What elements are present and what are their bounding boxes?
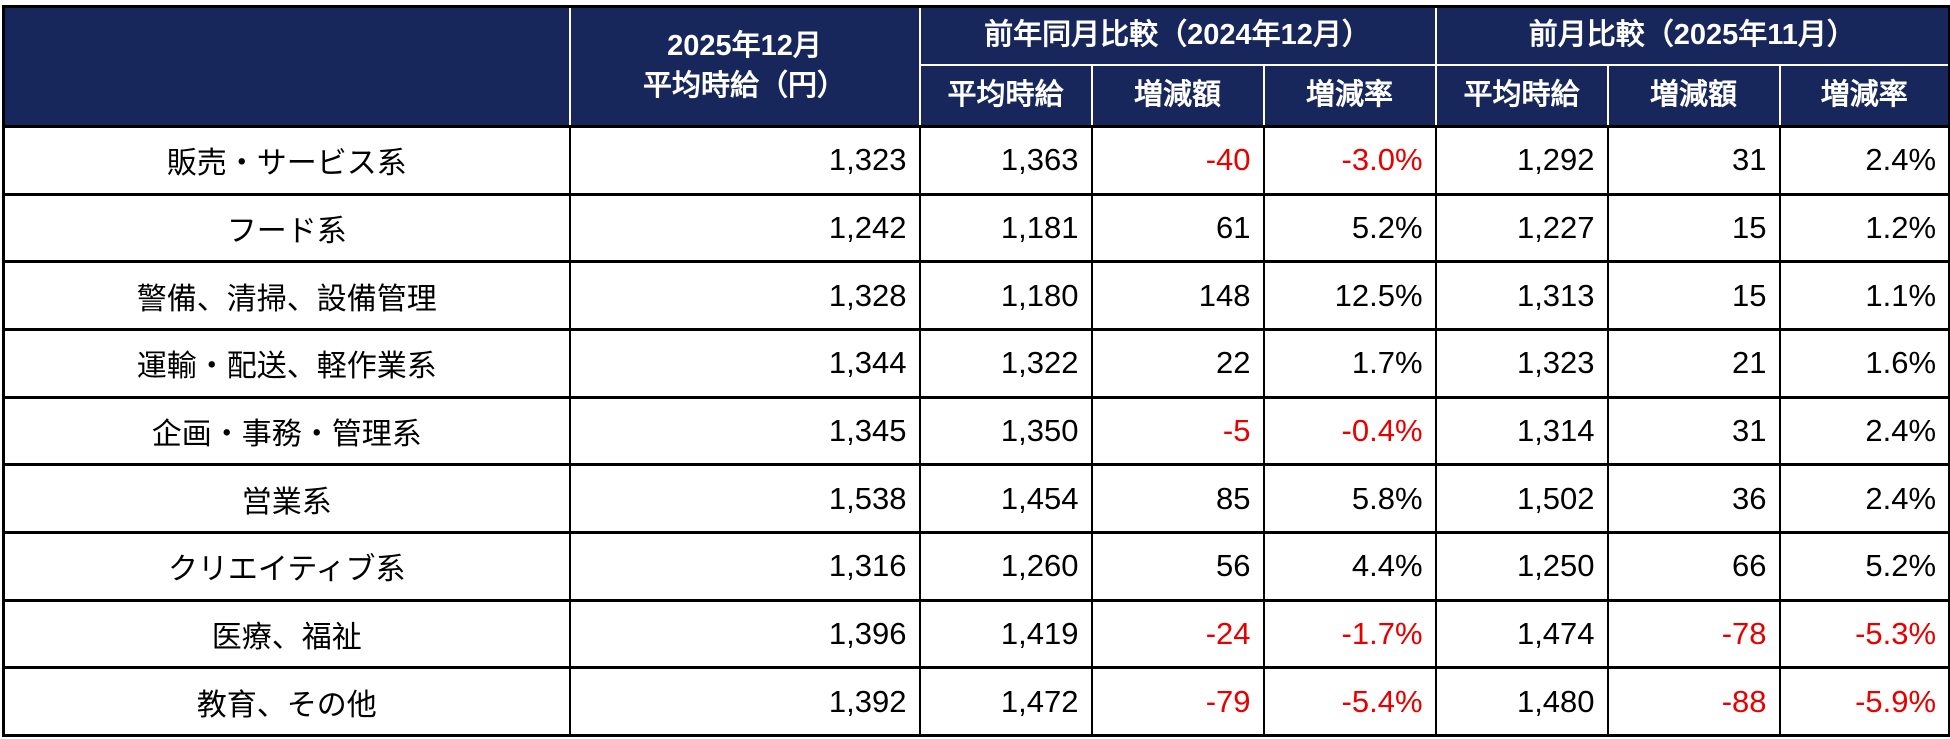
table-row: 運輸・配送、軽作業系 1,344 1,322 22 1.7% 1,323 21 … [2,327,1950,399]
yoy-diff-rate-cell: 5.2% [1262,192,1437,263]
yoy-diff-amount-cell: 148 [1090,260,1265,331]
header-mom-diff-rate: 増減率 [1778,63,1950,128]
mom-avg-wage-cell: 1,480 [1434,666,1609,737]
mom-diff-rate-cell: 1.2% [1778,192,1950,263]
mom-avg-wage-cell: 1,323 [1434,327,1609,399]
table-row: フード系 1,242 1,181 61 5.2% 1,227 15 1.2% [2,192,1950,263]
current-avg-wage-cell: 1,538 [568,463,921,534]
yoy-diff-amount-cell: -5 [1090,395,1265,466]
mom-diff-rate-cell: 5.2% [1778,530,1950,602]
mom-diff-rate-cell: -5.9% [1778,666,1950,737]
yoy-avg-wage-cell: 1,363 [918,125,1093,196]
mom-diff-amount-cell: 36 [1606,463,1781,534]
mom-avg-wage-cell: 1,502 [1434,463,1609,534]
mom-diff-rate-cell: 1.6% [1778,327,1950,399]
category-cell: 営業系 [2,463,571,534]
header-sub-row: 平均時給 増減額 増減率 平均時給 増減額 増減率 [4,63,1950,128]
table-row: クリエイティブ系 1,316 1,260 56 4.4% 1,250 66 5.… [2,530,1950,602]
current-avg-wage-cell: 1,328 [568,260,921,331]
category-cell: 企画・事務・管理系 [2,395,571,466]
table-row: 教育、その他 1,392 1,472 -79 -5.4% 1,480 -88 -… [2,666,1950,737]
yoy-diff-amount-cell: -79 [1090,666,1265,737]
yoy-avg-wage-cell: 1,350 [918,395,1093,466]
category-cell: 教育、その他 [2,666,571,737]
yoy-diff-rate-cell: 4.4% [1262,530,1437,602]
header-yoy-avg-wage: 平均時給 [918,63,1093,128]
yoy-diff-rate-cell: -5.4% [1262,666,1437,737]
mom-diff-rate-cell: 2.4% [1778,395,1950,466]
yoy-diff-rate-cell: 12.5% [1262,260,1437,331]
yoy-diff-rate-cell: -0.4% [1262,395,1437,466]
current-avg-wage-cell: 1,392 [568,666,921,737]
yoy-avg-wage-cell: 1,472 [918,666,1093,737]
mom-diff-rate-cell: 1.1% [1778,260,1950,331]
current-avg-wage-cell: 1,323 [568,125,921,196]
category-cell: フード系 [2,192,571,263]
header-category-cell [2,5,571,128]
category-cell: クリエイティブ系 [2,530,571,602]
header-yoy-group: 前年同月比較（2024年12月） [918,5,1437,66]
yoy-avg-wage-cell: 1,180 [918,260,1093,331]
yoy-diff-amount-cell: 61 [1090,192,1265,263]
table-row: 販売・サービス系 1,323 1,363 -40 -3.0% 1,292 31 … [2,125,1950,196]
current-avg-wage-cell: 1,242 [568,192,921,263]
yoy-diff-amount-cell: 85 [1090,463,1265,534]
yoy-diff-amount-cell: 22 [1090,327,1265,399]
yoy-diff-amount-cell: -24 [1090,598,1265,669]
mom-avg-wage-cell: 1,314 [1434,395,1609,466]
mom-diff-amount-cell: 15 [1606,192,1781,263]
header-yoy-diff-rate: 増減率 [1262,63,1437,128]
yoy-diff-rate-cell: -3.0% [1262,125,1437,196]
current-avg-wage-cell: 1,345 [568,395,921,466]
table-header: 2025年12月 平均時給（円） 前年同月比較（2024年12月） 前月比較（2… [2,5,1950,128]
yoy-diff-rate-cell: 1.7% [1262,327,1437,399]
yoy-avg-wage-cell: 1,181 [918,192,1093,263]
mom-avg-wage-cell: 1,250 [1434,530,1609,602]
header-mom-avg-wage: 平均時給 [1434,63,1609,128]
yoy-diff-amount-cell: 56 [1090,530,1265,602]
current-avg-wage-cell: 1,316 [568,530,921,602]
mom-diff-amount-cell: 15 [1606,260,1781,331]
current-avg-wage-cell: 1,344 [568,327,921,399]
yoy-avg-wage-cell: 1,419 [918,598,1093,669]
mom-diff-rate-cell: 2.4% [1778,463,1950,534]
yoy-avg-wage-cell: 1,322 [918,327,1093,399]
mom-diff-amount-cell: 31 [1606,395,1781,466]
table-row: 企画・事務・管理系 1,345 1,350 -5 -0.4% 1,314 31 … [2,395,1950,466]
yoy-diff-rate-cell: 5.8% [1262,463,1437,534]
table-row: 営業系 1,538 1,454 85 5.8% 1,502 36 2.4% [2,463,1950,534]
mom-diff-rate-cell: -5.3% [1778,598,1950,669]
mom-avg-wage-cell: 1,474 [1434,598,1609,669]
mom-diff-amount-cell: 31 [1606,125,1781,196]
category-cell: 運輸・配送、軽作業系 [2,327,571,399]
yoy-diff-amount-cell: -40 [1090,125,1265,196]
yoy-avg-wage-cell: 1,454 [918,463,1093,534]
header-current-month-cell: 2025年12月 平均時給（円） [568,5,921,128]
header-yoy-diff-amount: 増減額 [1090,63,1265,128]
category-cell: 警備、清掃、設備管理 [2,260,571,331]
table-body: 販売・サービス系 1,323 1,363 -40 -3.0% 1,292 31 … [2,125,1950,737]
mom-avg-wage-cell: 1,313 [1434,260,1609,331]
header-current-month-line2: 平均時給（円） [642,69,846,102]
mom-avg-wage-cell: 1,292 [1434,125,1609,196]
category-cell: 医療、福祉 [2,598,571,669]
mom-diff-amount-cell: -88 [1606,666,1781,737]
mom-diff-amount-cell: -78 [1606,598,1781,669]
mom-diff-rate-cell: 2.4% [1778,125,1950,196]
yoy-diff-rate-cell: -1.7% [1262,598,1437,669]
header-mom-diff-amount: 増減額 [1606,63,1781,128]
table-row: 警備、清掃、設備管理 1,328 1,180 148 12.5% 1,313 1… [2,260,1950,331]
header-group-row: 2025年12月 平均時給（円） 前年同月比較（2024年12月） 前月比較（2… [2,5,1950,128]
category-cell: 販売・サービス系 [2,125,571,196]
mom-diff-amount-cell: 21 [1606,327,1781,399]
mom-diff-amount-cell: 66 [1606,530,1781,602]
mom-avg-wage-cell: 1,227 [1434,192,1609,263]
yoy-avg-wage-cell: 1,260 [918,530,1093,602]
header-current-month-line1: 2025年12月 [667,30,822,63]
wage-comparison-table: 2025年12月 平均時給（円） 前年同月比較（2024年12月） 前月比較（2… [2,5,1950,737]
header-mom-group: 前月比較（2025年11月） [1434,5,1950,66]
table-row: 医療、福祉 1,396 1,419 -24 -1.7% 1,474 -78 -5… [2,598,1950,669]
current-avg-wage-cell: 1,396 [568,598,921,669]
